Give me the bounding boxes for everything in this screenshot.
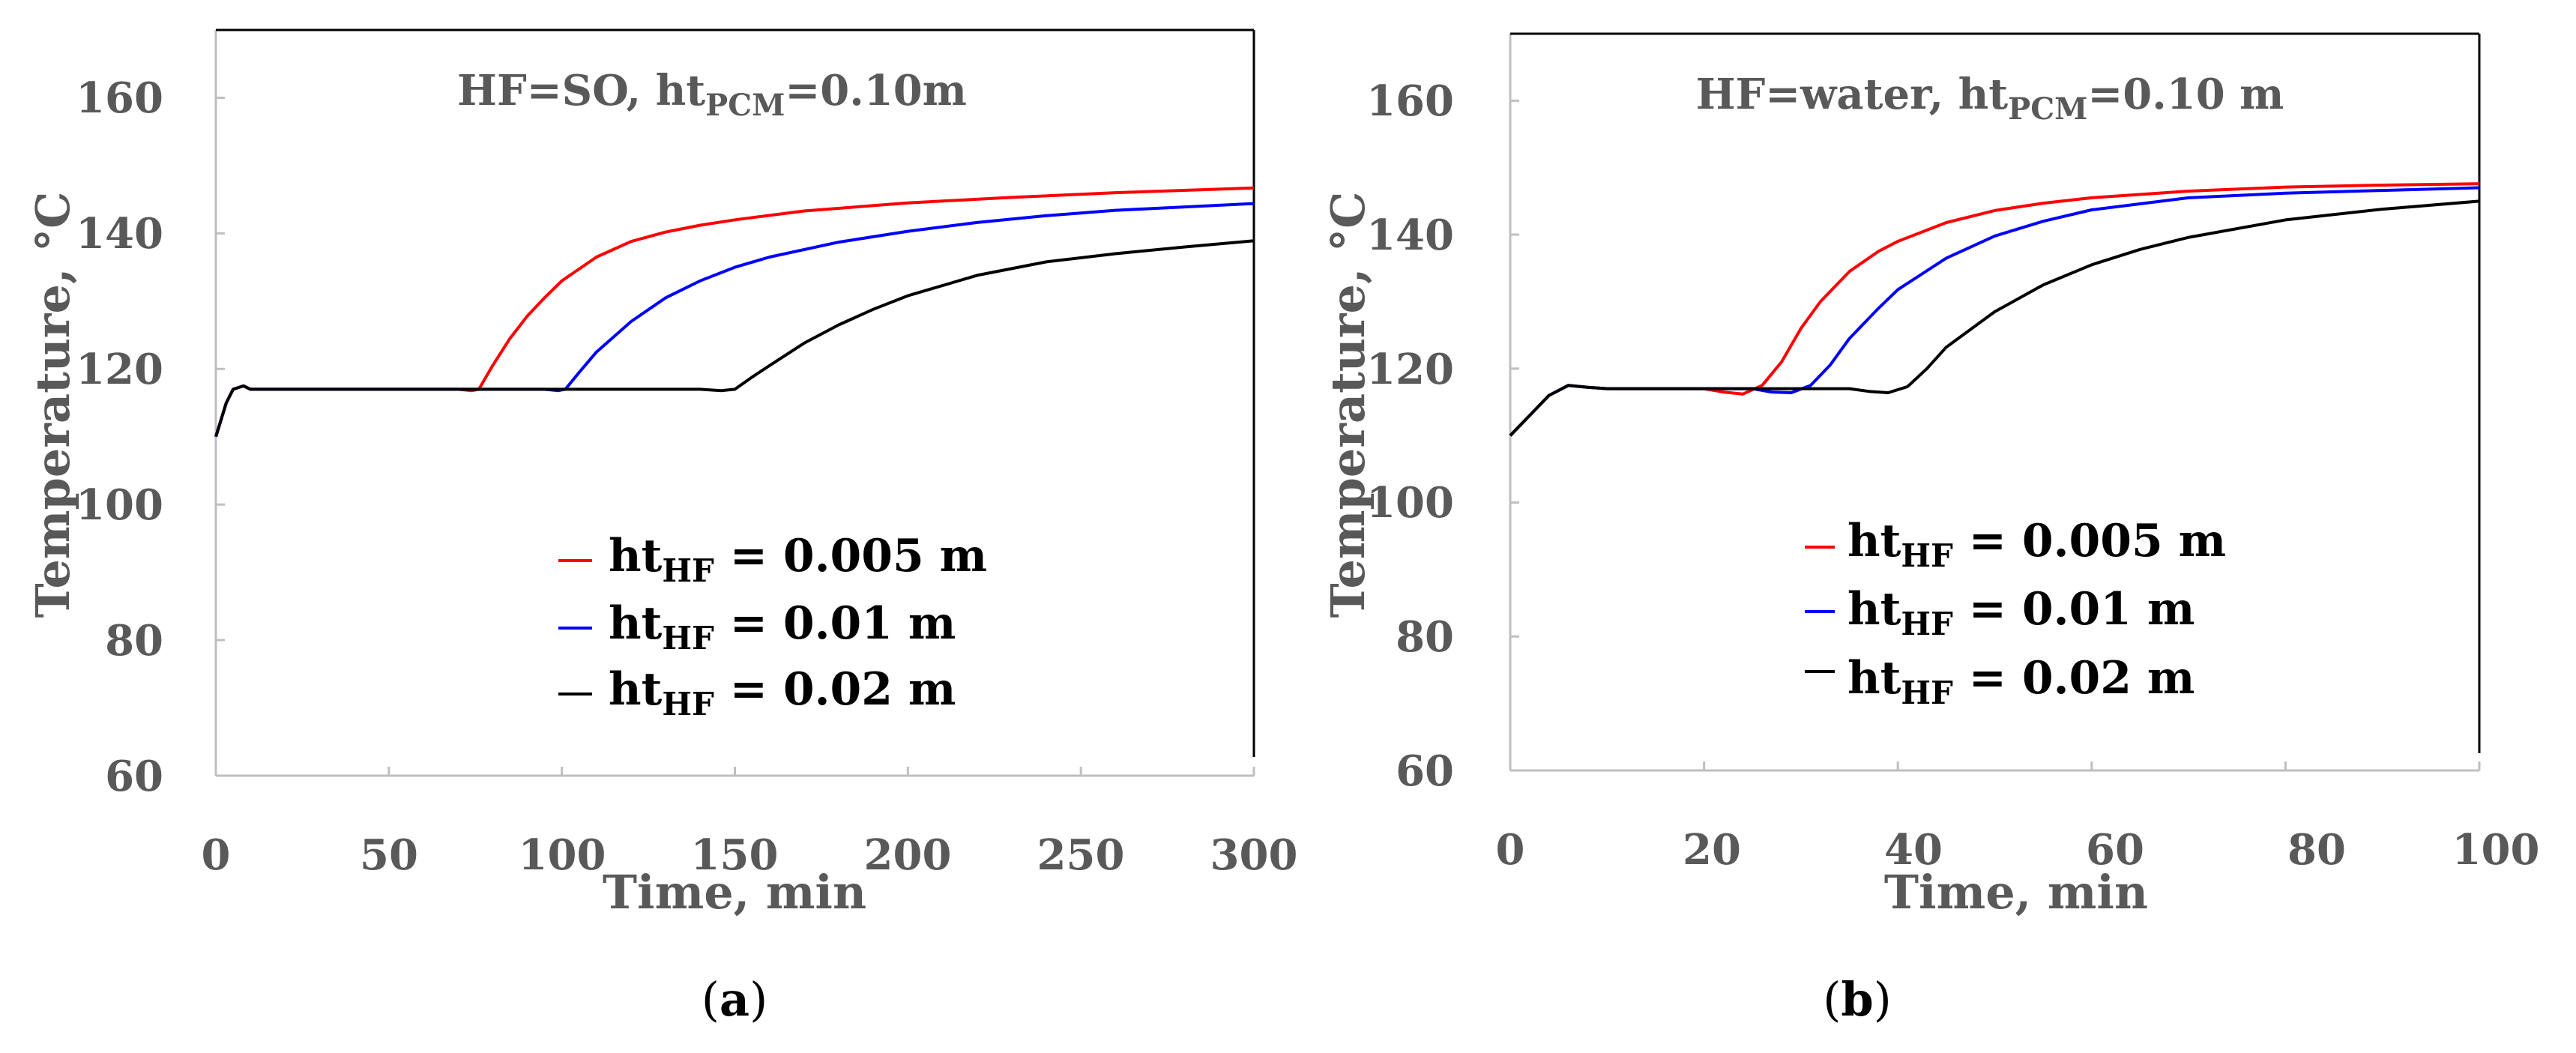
x-tick-label-b-80: 80: [2287, 825, 2346, 875]
legend-label-a-1: htHF = 0.01 m: [609, 597, 956, 657]
legend-a: htHF = 0.005 m htHF = 0.01 m htHF = 0.02…: [558, 530, 987, 722]
x-tick-label-b-0: 0: [1496, 825, 1525, 875]
x-tick-label-b-60: 60: [2086, 825, 2144, 875]
x-tick-label-a-100: 100: [519, 830, 606, 880]
y-tick-labels-b: 60 80 100 120 140 160: [1366, 76, 1454, 796]
x-tick-label-b-40: 40: [1884, 825, 1943, 875]
y-tick-label-b-60: 60: [1396, 746, 1454, 796]
series-line-b-2: [1509, 199, 2480, 437]
y-axis-title-a: Temperature, °C: [25, 191, 80, 618]
y-tick-label-a-120: 120: [76, 345, 163, 394]
chart-title-a-base: HF=SO, ht: [457, 66, 705, 115]
y-tick-label-b-120: 120: [1366, 345, 1454, 394]
y-tick-label-a-80: 80: [105, 616, 163, 666]
axis-ticks-b: [1509, 99, 2481, 772]
series-line-a-2: [214, 239, 1255, 438]
x-tick-label-a-0: 0: [202, 830, 231, 880]
series-lines-b: [1509, 182, 2480, 437]
chart-title-a-tail: =0.10m: [785, 66, 967, 115]
x-tick-label-a-300: 300: [1210, 830, 1298, 880]
x-tick-labels-a: 0 50 100 150 200 250 300: [202, 830, 1298, 880]
panel-label-a: (a): [702, 972, 768, 1027]
y-tick-label-a-100: 100: [76, 480, 163, 530]
axis-ticks-a: [214, 96, 1255, 777]
x-axis-title-b: Time, min: [1884, 865, 2148, 920]
y-tick-label-a-140: 140: [76, 209, 163, 259]
panel-label-b: (b): [1823, 972, 1892, 1027]
chart-panel-a: 60 80 100 120 140 160 0 50 100 150 200 2…: [25, 28, 1298, 1027]
chart-title-a: HF=SO, htPCM=0.10m: [457, 66, 967, 123]
x-tick-label-b-20: 20: [1683, 825, 1741, 875]
chart-title-b: HF=water, htPCM=0.10 m: [1696, 70, 2284, 127]
x-tick-label-a-200: 200: [864, 830, 952, 880]
legend-label-a-2: htHF = 0.02 m: [609, 663, 956, 722]
legend-label-a-0: htHF = 0.005 m: [609, 530, 987, 589]
y-tick-label-b-160: 160: [1366, 76, 1454, 126]
chart-panel-b: 60 80 100 120 140 160 0 20 40 60 80 100 …: [1321, 32, 2540, 1027]
x-axis-title-a: Time, min: [603, 865, 866, 920]
x-tick-labels-b: 0 20 40 60 80 100: [1496, 825, 2540, 875]
y-tick-labels-a: 60 80 100 120 140 160: [76, 73, 163, 801]
plot-area-b: [1510, 34, 2479, 770]
y-tick-label-a-60: 60: [105, 752, 163, 801]
chart-title-b-sub: PCM: [2008, 91, 2087, 127]
plot-area-a: [216, 30, 1254, 776]
legend-label-b-2: htHF = 0.02 m: [1847, 652, 2195, 711]
series-lines-a: [214, 186, 1255, 438]
x-tick-label-a-250: 250: [1037, 830, 1125, 880]
legend-b: htHF = 0.005 m htHF = 0.01 m htHF = 0.02…: [1805, 515, 2226, 711]
x-tick-label-b-100: 100: [2452, 825, 2540, 875]
y-tick-label-b-80: 80: [1396, 612, 1454, 662]
x-tick-label-a-50: 50: [360, 830, 418, 880]
y-tick-label-a-160: 160: [76, 73, 163, 123]
y-axis-title-b: Temperature, °C: [1321, 191, 1375, 618]
chart-title-b-base: HF=water, ht: [1696, 70, 2009, 119]
x-tick-label-a-150: 150: [691, 830, 779, 880]
legend-label-b-1: htHF = 0.01 m: [1847, 583, 2195, 642]
y-tick-label-b-140: 140: [1366, 211, 1454, 260]
y-tick-label-b-100: 100: [1366, 478, 1454, 528]
legend-label-b-0: htHF = 0.005 m: [1847, 515, 2226, 574]
chart-title-a-sub: PCM: [705, 88, 785, 123]
chart-title-b-tail: =0.10 m: [2087, 70, 2284, 119]
